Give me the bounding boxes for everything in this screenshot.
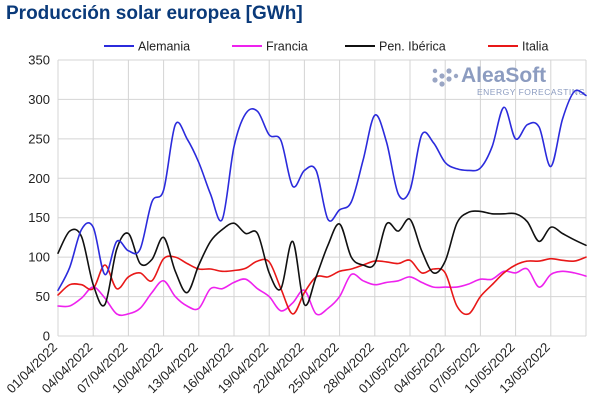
aleasoft-logo: AleaSoft ENERGY FORECASTING bbox=[432, 64, 585, 97]
y-tick-label: 100 bbox=[28, 250, 50, 265]
legend-label: Italia bbox=[522, 40, 548, 54]
y-tick-label: 50 bbox=[36, 289, 50, 304]
y-tick-label: 350 bbox=[28, 53, 50, 68]
y-tick-label: 200 bbox=[28, 171, 50, 186]
y-tick-label: 150 bbox=[28, 210, 50, 225]
logo-dots-icon bbox=[432, 68, 459, 87]
legend: Alemania Francia Pen. Ibérica Italia bbox=[104, 40, 548, 54]
y-tick-label: 300 bbox=[28, 92, 50, 107]
y-tick-label: 250 bbox=[28, 131, 50, 146]
legend-label: Pen. Ibérica bbox=[379, 40, 446, 54]
logo-tagline-text: ENERGY FORECASTING bbox=[477, 87, 586, 97]
logo-brand-text: AleaSoft bbox=[461, 64, 546, 87]
series-line-italia bbox=[57, 255, 587, 316]
y-tick-label: 0 bbox=[43, 329, 50, 344]
legend-label: Francia bbox=[266, 40, 308, 54]
series-line-pen-ib-rica bbox=[57, 210, 587, 307]
series-line-francia bbox=[57, 267, 587, 317]
chart-title: Producción solar europea [GWh] bbox=[6, 3, 303, 24]
legend-label: Alemania bbox=[138, 40, 190, 54]
series bbox=[57, 89, 587, 317]
series-line-alemania bbox=[57, 89, 587, 292]
